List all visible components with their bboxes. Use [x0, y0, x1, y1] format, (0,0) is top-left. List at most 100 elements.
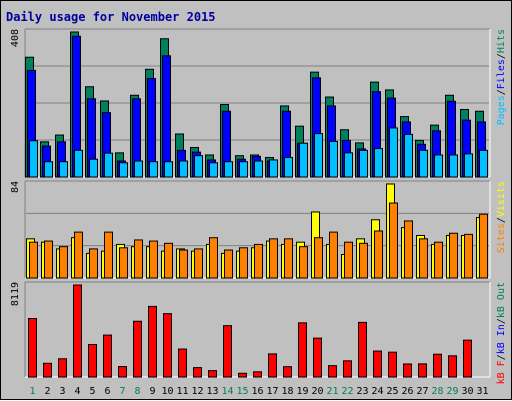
pages-bar [29, 140, 38, 178]
kbytes-bar [463, 339, 472, 378]
x-tick-label: 4 [74, 386, 80, 397]
x-tick-label: 24 [371, 386, 383, 397]
legend-entry: / [496, 318, 507, 324]
visits-ymax-label: 84 [10, 181, 21, 193]
pages-bar [254, 160, 263, 178]
x-tick-label: 14 [221, 386, 233, 397]
sites-bar [254, 243, 263, 279]
x-tick-label: 19 [296, 386, 308, 397]
legend-entry: / [496, 53, 507, 59]
sites-bar [179, 249, 188, 279]
kbytes-bar [238, 372, 247, 378]
usage-panel [24, 28, 491, 178]
usage-ymax-label: 408 [10, 29, 21, 47]
x-tick-label: 10 [161, 386, 173, 397]
x-tick-label: 18 [281, 386, 293, 397]
pages-bar [284, 156, 293, 178]
kbytes-bar [343, 360, 352, 378]
x-tick-label: 27 [416, 386, 428, 397]
usage-legend: Pages/Files/Hits [496, 29, 507, 125]
x-tick-label: 15 [236, 386, 248, 397]
legend-entry: Sites [496, 223, 507, 253]
x-tick-label: 8 [134, 386, 140, 397]
pages-bar [344, 152, 353, 178]
sites-bar [299, 246, 308, 279]
pages-bar [74, 149, 83, 178]
sites-bar [464, 233, 473, 279]
kbytes-bar [208, 370, 217, 378]
sites-bar [389, 202, 398, 279]
x-tick-label: 16 [251, 386, 263, 397]
pages-bar [89, 158, 98, 178]
pages-bar [419, 149, 428, 178]
kbytes-bar [163, 313, 172, 378]
pages-bar [194, 155, 203, 178]
pages-bar [359, 149, 368, 178]
sites-bar [44, 240, 53, 279]
kbytes-bar [118, 366, 127, 378]
kbytes-bar [88, 343, 97, 378]
kbytes-bar [268, 353, 277, 378]
x-tick-label: 22 [341, 386, 353, 397]
pages-bar [374, 148, 383, 178]
sites-bar [89, 248, 98, 279]
x-tick-label: 26 [401, 386, 413, 397]
pages-bar [209, 162, 218, 178]
sites-bar [149, 240, 158, 279]
kbytes-bar [178, 348, 187, 378]
sites-bar [359, 242, 368, 279]
sites-bar [134, 239, 143, 279]
legend-entry: kB F [496, 360, 507, 384]
pages-bar [224, 161, 233, 178]
kbytes-bar [313, 337, 322, 378]
kbytes-bar [433, 353, 442, 378]
sites-bar [449, 232, 458, 279]
x-tick-label: 29 [446, 386, 458, 397]
x-tick-label: 21 [326, 386, 338, 397]
x-tick-label: 2 [44, 386, 50, 397]
pages-bar [449, 154, 458, 178]
kbytes-bar [448, 355, 457, 378]
kbytes-panel [24, 281, 491, 378]
x-tick-label: 7 [119, 386, 125, 397]
kbytes-bar [403, 363, 412, 378]
pages-bar [479, 149, 488, 178]
legend-entry: kB Out [496, 282, 507, 318]
pages-bar [164, 161, 173, 178]
kbytes-bar [328, 365, 337, 378]
sites-bar [314, 237, 323, 279]
sites-bar [59, 246, 68, 279]
x-tick-label: 6 [104, 386, 110, 397]
pages-bar [104, 152, 113, 178]
x-tick-label: 20 [311, 386, 323, 397]
x-tick-label: 28 [431, 386, 443, 397]
kbytes-bar [148, 305, 157, 378]
sites-bar [374, 230, 383, 279]
kbytes-bar [28, 318, 37, 378]
pages-bar [434, 154, 443, 178]
legend-entry: / [496, 354, 507, 360]
sites-bar [239, 247, 248, 279]
pages-bar [299, 142, 308, 178]
sites-bar [404, 220, 413, 279]
x-tick-label: 5 [89, 386, 95, 397]
kbytes-bar [103, 334, 112, 378]
pages-bar [389, 127, 398, 178]
x-tick-label: 31 [476, 386, 488, 397]
legend-entry: / [496, 89, 507, 95]
pages-bar [464, 153, 473, 178]
legend-entry: Pages [496, 95, 507, 125]
kbytes-bar [73, 284, 82, 378]
kbytes-bar [388, 351, 397, 378]
sites-bar [29, 241, 38, 279]
kbytes-legend: kB F/kB In/kB Out [496, 282, 507, 384]
visits-legend: Sites/Visits [496, 181, 507, 253]
kbytes-bar [133, 320, 142, 378]
sites-bar [329, 231, 338, 279]
kbytes-bar [283, 366, 292, 378]
pages-bar [179, 160, 188, 178]
sites-bar [269, 238, 278, 279]
kbytes-ymax-label: 8119 [10, 282, 21, 306]
kbytes-bar [253, 371, 262, 378]
legend-entry: Hits [496, 29, 507, 53]
